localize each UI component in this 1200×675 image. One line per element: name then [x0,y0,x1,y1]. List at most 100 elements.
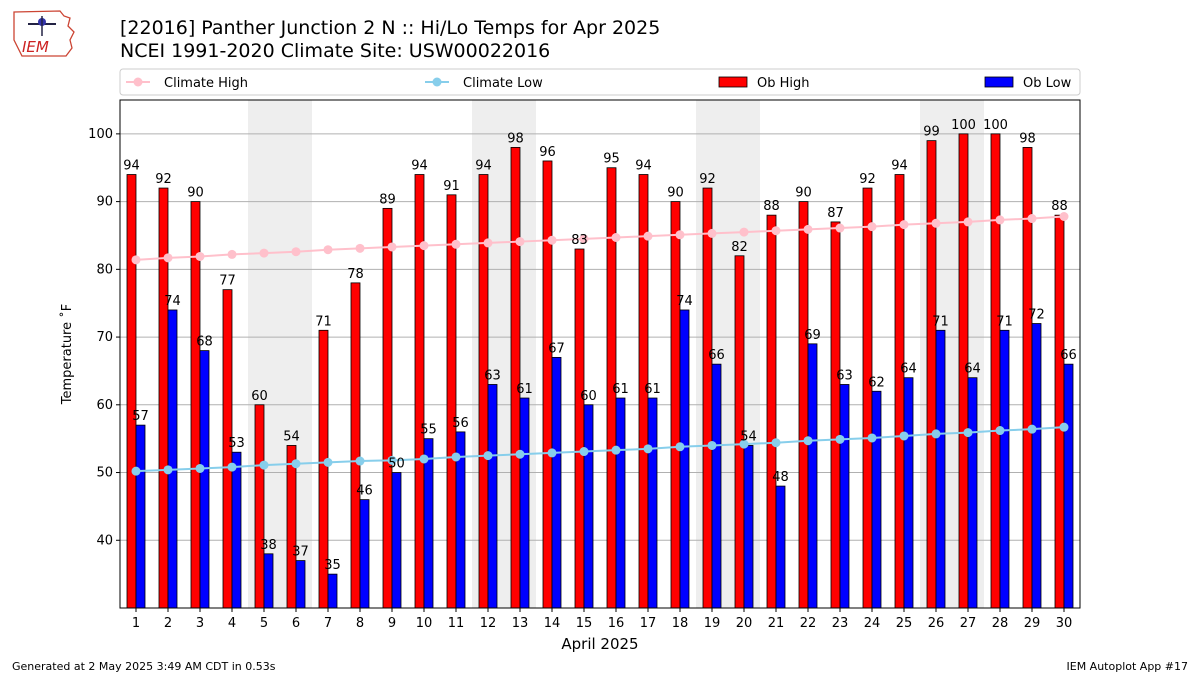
chart-title: [22016] Panther Junction 2 N :: Hi/Lo Te… [120,17,661,39]
ob-high-bar [670,201,681,609]
ob-high-label: 90 [187,186,204,201]
climate-point [291,459,301,469]
climate-point [323,457,333,467]
y-axis: 40 50 60 70 80 90 100 [88,127,120,548]
y-tick-label: 70 [96,330,113,345]
x-tick-label: 22 [800,616,817,631]
climate-point [259,460,269,470]
x-tick-label: 19 [704,616,721,631]
climate-point [1059,212,1069,222]
climate-point [771,438,781,448]
ob-high-bar [830,221,841,609]
climate-point [291,247,301,257]
ob-high-label: 78 [347,267,364,282]
climate-point [483,238,493,248]
x-tick-label: 10 [416,616,433,631]
x-tick-label: 3 [196,616,204,631]
climate-point [355,243,365,253]
climate-point [515,449,525,459]
y-axis-label: Temperature ˚F [59,304,75,405]
ob-high-bar [286,445,297,609]
ob-low-label: 61 [516,382,533,397]
climate-point [611,232,621,242]
y-tick-label: 40 [96,533,113,548]
ob-low-label: 72 [1028,308,1045,323]
ob-low-bar [359,499,370,609]
ob-low-bar [839,384,850,609]
ob-high-label: 88 [763,199,780,214]
climate-point [611,445,621,455]
x-tick-label: 21 [768,616,785,631]
ob-high-label: 82 [731,240,748,255]
ob-high-label: 87 [827,206,844,221]
ob-low-label: 64 [900,362,917,377]
ob-high-label: 94 [475,159,492,174]
climate-point [1059,422,1069,432]
ob-low-label: 71 [996,314,1013,329]
ob-low-label: 56 [452,416,469,431]
ob-low-bar [615,397,626,609]
climate-lines [131,212,1069,476]
ob-high-label: 89 [379,192,396,207]
climate-point [835,434,845,444]
ob-low-label: 63 [836,368,853,383]
ob-low-bar [999,329,1010,609]
climate-point [131,255,141,265]
ob-low-label: 61 [612,382,629,397]
ob-high-bar [542,160,553,609]
legend-patch-swatch [984,76,1014,88]
climate-point [771,226,781,236]
ob-low-bar [775,485,786,609]
ob-low-label: 63 [484,368,501,383]
ob-low-bar [807,343,818,609]
legend-marker [432,77,442,87]
ob-low-bar [903,377,914,609]
climate-point [547,235,557,245]
climate-point [579,234,589,244]
ob-low-bar [679,309,690,609]
ob-high-bar [382,207,393,609]
iem-logo: IEM [13,10,75,57]
ob-low-label: 57 [132,409,149,424]
climate-point [483,451,493,461]
climate-point [579,447,589,457]
climate-point [227,249,237,259]
climate-point [131,466,141,476]
x-tick-label: 7 [324,616,332,631]
x-tick-label: 6 [292,616,300,631]
ob-low-label: 35 [324,558,341,573]
ob-low-bar [135,424,146,609]
footer-generated: Generated at 2 May 2025 3:49 AM CDT in 0… [12,660,276,673]
ob-low-label: 50 [388,457,405,472]
ob-low-label: 71 [932,314,949,329]
ob-low-label: 37 [292,545,309,560]
ob-low-bar [167,309,178,609]
x-tick-label: 25 [896,616,913,631]
ob-low-label: 48 [772,470,789,485]
climate-point [675,442,685,452]
x-tick-label: 29 [1024,616,1041,631]
legend-label: Climate High [164,76,248,91]
chart-subtitle: NCEI 1991-2020 Climate Site: USW00022016 [120,40,551,62]
ob-low-bar [1063,363,1074,609]
x-tick-label: 28 [992,616,1009,631]
ob-high-label: 99 [923,125,940,140]
ob-low-bar [423,438,434,609]
ob-low-label: 54 [740,429,757,444]
x-tick-label: 11 [448,616,465,631]
climate-point [643,444,653,454]
climate-point [547,448,557,458]
ob-high-label: 92 [699,172,716,187]
ob-low-bar [199,350,210,609]
ob-high-label: 90 [795,186,812,201]
climate-point [835,223,845,233]
ob-high-label: 60 [251,389,268,404]
ob-high-bar [1054,214,1065,609]
climate-point [963,428,973,438]
ob-low-label: 38 [260,538,277,553]
legend-patch-swatch [718,76,748,88]
climate-point [259,248,269,258]
x-tick-label: 26 [928,616,945,631]
climate-point [675,230,685,240]
